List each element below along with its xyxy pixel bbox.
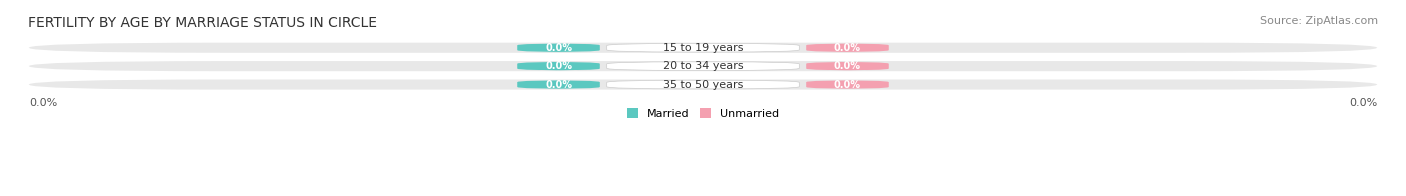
Text: 0.0%: 0.0% <box>546 80 572 90</box>
Text: 0.0%: 0.0% <box>1348 98 1378 108</box>
Text: 35 to 50 years: 35 to 50 years <box>662 80 744 90</box>
FancyBboxPatch shape <box>517 62 600 70</box>
FancyBboxPatch shape <box>606 80 800 89</box>
Text: 15 to 19 years: 15 to 19 years <box>662 43 744 53</box>
FancyBboxPatch shape <box>28 43 1378 53</box>
Text: 0.0%: 0.0% <box>546 43 572 53</box>
FancyBboxPatch shape <box>28 61 1378 71</box>
FancyBboxPatch shape <box>28 80 1378 90</box>
Text: 0.0%: 0.0% <box>834 80 860 90</box>
FancyBboxPatch shape <box>806 43 889 52</box>
Text: 20 to 34 years: 20 to 34 years <box>662 61 744 71</box>
Text: 0.0%: 0.0% <box>834 43 860 53</box>
FancyBboxPatch shape <box>806 80 889 89</box>
FancyBboxPatch shape <box>806 62 889 70</box>
FancyBboxPatch shape <box>517 80 600 89</box>
Text: 0.0%: 0.0% <box>546 61 572 71</box>
Text: 0.0%: 0.0% <box>834 61 860 71</box>
FancyBboxPatch shape <box>606 43 800 52</box>
Text: 0.0%: 0.0% <box>28 98 58 108</box>
FancyBboxPatch shape <box>606 62 800 70</box>
Text: Source: ZipAtlas.com: Source: ZipAtlas.com <box>1260 16 1378 26</box>
FancyBboxPatch shape <box>517 43 600 52</box>
Legend: Married, Unmarried: Married, Unmarried <box>627 108 779 119</box>
Text: FERTILITY BY AGE BY MARRIAGE STATUS IN CIRCLE: FERTILITY BY AGE BY MARRIAGE STATUS IN C… <box>28 16 377 30</box>
